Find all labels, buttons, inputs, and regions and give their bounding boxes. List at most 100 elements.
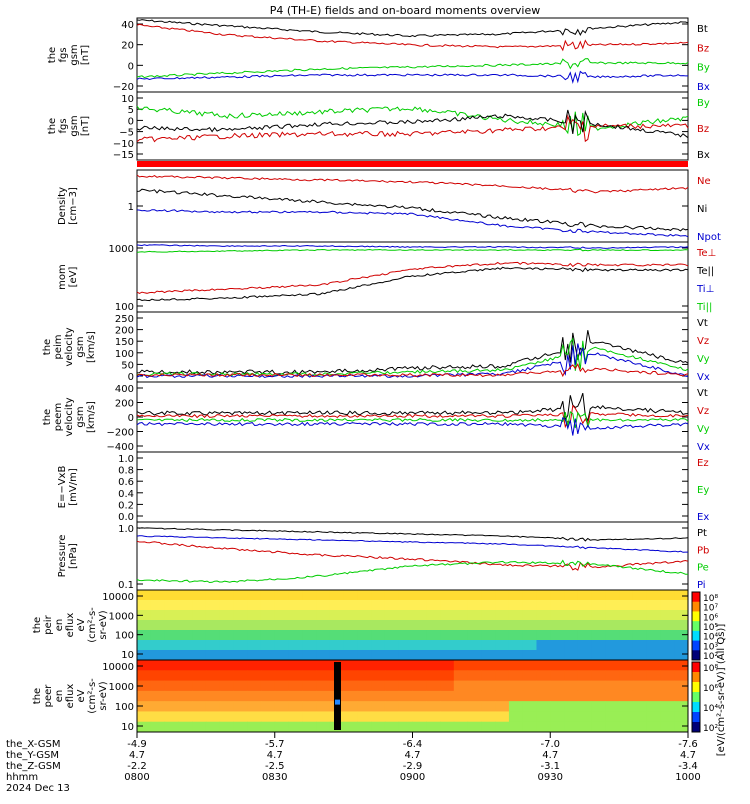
colorbar-cell (692, 611, 700, 622)
spectrogram-cell (591, 690, 606, 702)
spectrogram-cell (550, 590, 565, 601)
spectrogram-cell (660, 630, 675, 641)
spectrogram-cell (260, 640, 276, 651)
spectrogram-cell (440, 660, 455, 671)
spectrogram-cell (357, 640, 372, 651)
colorbar-cell (692, 630, 700, 642)
spectrogram-cell (164, 690, 179, 702)
spectrogram-cell (619, 701, 634, 712)
spectrogram-cell (522, 640, 537, 651)
spectrogram-cell (646, 660, 661, 671)
spectrogram-cell (219, 680, 234, 692)
spectrogram-cell (164, 610, 179, 621)
spectrogram-cell (508, 670, 524, 682)
spectrogram-cell (302, 690, 317, 702)
spectrogram-cell (481, 660, 496, 671)
x-tick-label-hhmm: 0930 (538, 772, 563, 783)
y-axis-label: [km/s] (86, 331, 97, 363)
trace-vt (136, 330, 689, 375)
spectrogram-cell (316, 640, 331, 651)
spectrogram-cell (371, 630, 386, 641)
spectrogram-cell (302, 620, 317, 631)
spectrogram-cell (316, 721, 331, 733)
spectrogram-cell (192, 590, 207, 601)
spectrogram-cell (536, 590, 551, 601)
spectrogram-cell (164, 600, 179, 611)
spectrogram-cell (219, 590, 234, 601)
y-tick-label: 0.8 (118, 466, 134, 477)
spectrogram-cell (481, 650, 496, 661)
spectrogram-cell (632, 630, 648, 641)
spectrogram-cell (343, 640, 358, 651)
spectrogram-cell (371, 620, 386, 631)
spectrogram-cell (660, 721, 675, 733)
spectrogram-cell (371, 640, 386, 651)
spectrogram-cell (619, 650, 634, 661)
spectrogram-cell (453, 650, 469, 661)
y-tick-label: 0.1 (118, 580, 134, 591)
spectrogram-cell (219, 610, 234, 621)
spectrogram-cell (247, 711, 262, 723)
spectrogram-cell (137, 640, 152, 651)
x-tick-label-x: -7.6 (678, 739, 698, 750)
spectrogram-cell (660, 660, 675, 671)
spectrogram-cell (343, 590, 358, 601)
spectrogram-cell (508, 690, 524, 702)
y-axis-label: eflux (65, 684, 76, 709)
spectrogram-cell (329, 650, 345, 661)
spectrogram-cell (536, 620, 551, 631)
x-tick-label-hhmm: 0900 (400, 772, 425, 783)
spectrogram-cell (426, 701, 441, 712)
spectrogram-cell (302, 590, 317, 601)
spectrogram-cell (508, 660, 524, 671)
y-axis-label: the (47, 47, 58, 63)
spectrogram-cell (577, 590, 593, 601)
spectrogram-cell (316, 670, 331, 682)
spectrogram-cell (605, 721, 620, 733)
colorbar-cell (692, 702, 700, 713)
colorbar-cell (692, 621, 700, 632)
spectrogram-cell (591, 711, 606, 723)
y-axis-label: the (32, 617, 43, 633)
spectrogram-cell (619, 610, 634, 621)
spectrogram-cell (495, 600, 510, 611)
spectrogram-cell (536, 701, 551, 712)
spectrogram-cell (343, 670, 358, 682)
spectrogram-cell (219, 690, 234, 702)
spectrogram-cell (646, 711, 661, 723)
spectrogram-cell (371, 670, 386, 682)
spectrogram-cell (329, 630, 345, 641)
spectrogram-cell (137, 680, 152, 692)
panel-frame (136, 17, 689, 93)
legend-by: By (697, 98, 710, 109)
x-tick-label-hhmm: 0830 (262, 772, 287, 783)
spectrogram-cell (619, 711, 634, 723)
y-axis-label: gsm (69, 115, 80, 136)
spectrogram-cell (219, 600, 234, 611)
spectrogram-cell (632, 711, 648, 723)
spectrogram-cell (178, 701, 193, 712)
spectrogram-cell (453, 670, 469, 682)
spectrogram-cell (577, 630, 593, 641)
spectrogram-cell (288, 630, 303, 641)
spectrogram-cell (316, 600, 331, 611)
spectrogram-cell (150, 640, 166, 651)
spectrogram-cell (577, 701, 593, 712)
y-tick-label: 1.0 (118, 524, 134, 535)
trace-bt (136, 19, 689, 38)
spectrogram-cell (219, 701, 234, 712)
spectrogram-cell (164, 640, 179, 651)
y-tick-label: 0.0 (118, 512, 134, 523)
spectrogram-cell (591, 650, 606, 661)
spectrogram-cell (274, 640, 290, 651)
spectrogram-cell (192, 701, 207, 712)
y-axis-label: en (54, 690, 65, 703)
spectrogram-cell (150, 630, 166, 641)
x-tick-label-z: -2.9 (403, 761, 423, 772)
colorbar-tick: 10² (703, 652, 718, 662)
spectrogram-cell (150, 670, 166, 682)
spectrogram-cell (536, 670, 551, 682)
y-axis-label: velocity (64, 327, 75, 366)
spectrogram-cell (674, 660, 689, 671)
